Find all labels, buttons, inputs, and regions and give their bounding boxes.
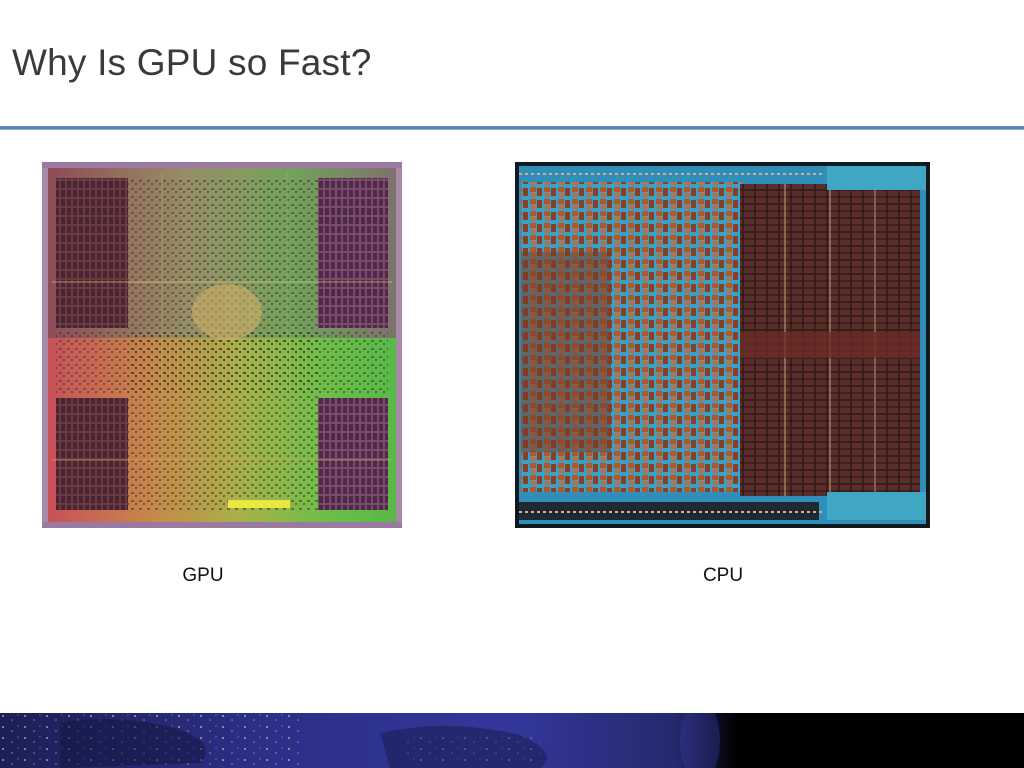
gpu-caption: GPU [182, 565, 224, 586]
title-divider [0, 126, 1024, 130]
cpu-die-image [515, 162, 930, 528]
slide-title: Why Is GPU so Fast? [12, 42, 372, 83]
earth-night-banner [0, 713, 1024, 768]
gpu-die-image [42, 162, 402, 528]
cpu-caption: CPU [702, 565, 744, 586]
